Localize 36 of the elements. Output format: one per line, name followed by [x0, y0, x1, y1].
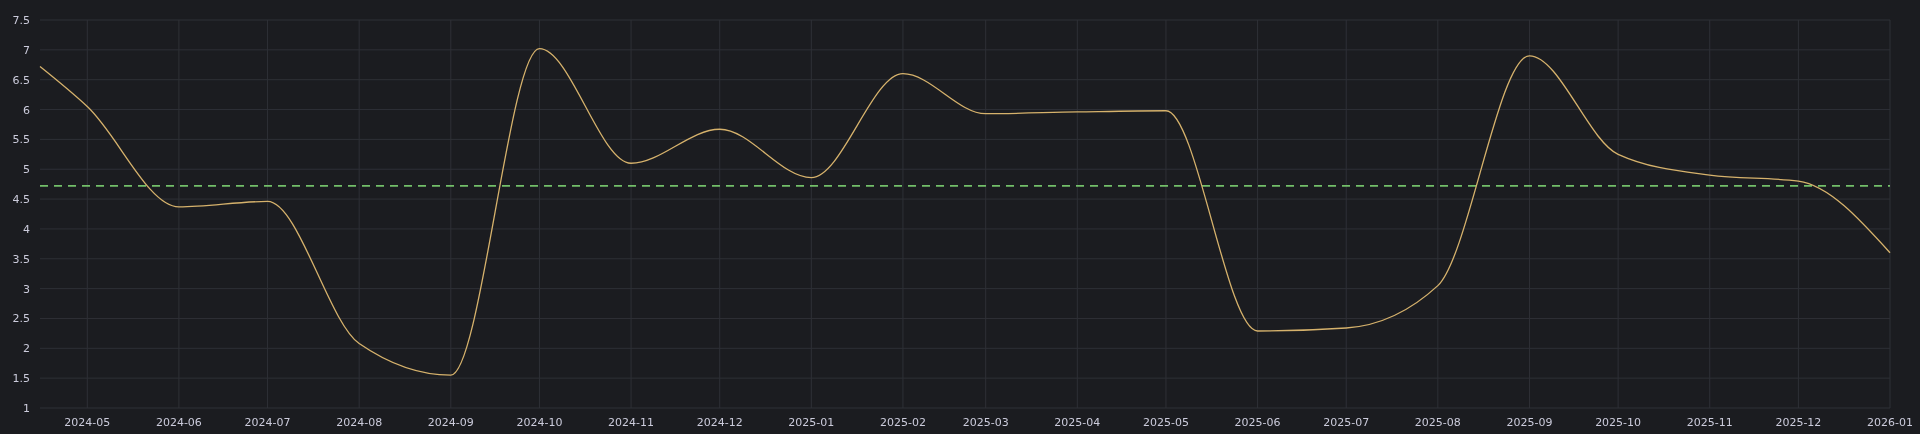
x-tick-label: 2024-08 [336, 416, 383, 429]
x-tick-label: 2025-04 [1054, 416, 1101, 429]
y-tick-label: 2.5 [12, 312, 30, 326]
y-tick-label: 5.5 [12, 133, 30, 147]
x-tick-label: 2025-05 [1142, 416, 1189, 429]
x-tick-label: 2024-11 [608, 416, 655, 429]
x-tick-label: 2025-06 [1234, 416, 1281, 429]
x-tick-label: 2024-09 [427, 416, 474, 429]
y-tick-label: 7.5 [12, 14, 30, 27]
y-tick-label: 3.5 [12, 252, 30, 266]
x-tick-label: 2024-07 [244, 416, 291, 429]
y-tick-label: 2 [23, 342, 30, 356]
x-tick-label: 2024-12 [696, 416, 743, 429]
x-tick-label: 2025-11 [1686, 416, 1733, 429]
x-tick-label: 2026-01 [1867, 416, 1913, 429]
x-tick-label: 2025-08 [1414, 416, 1461, 429]
x-tick-label: 2025-02 [879, 416, 926, 429]
y-tick-label: 5 [23, 163, 30, 177]
y-tick-label: 3 [23, 282, 30, 296]
x-tick-label: 2024-10 [516, 416, 563, 429]
y-tick-label: 6.5 [12, 73, 30, 87]
x-tick-label: 2024-06 [155, 416, 202, 429]
y-tick-label: 1.5 [12, 372, 30, 386]
y-tick-label: 6 [23, 103, 30, 117]
x-tick-label: 2025-12 [1775, 416, 1822, 429]
x-tick-label: 2025-09 [1506, 416, 1553, 429]
y-tick-label: 1 [23, 402, 30, 415]
y-tick-label: 4 [23, 222, 30, 236]
x-tick-label: 2025-10 [1595, 416, 1642, 429]
x-tick-label: 2025-01 [788, 416, 835, 429]
line-series [39, 48, 1891, 376]
x-tick-label: 2025-07 [1323, 416, 1370, 429]
x-tick-label: 2024-05 [64, 416, 111, 429]
y-tick-label: 7 [23, 43, 30, 57]
x-tick-label: 2025-03 [962, 416, 1009, 429]
y-tick-label: 4.5 [12, 193, 30, 207]
